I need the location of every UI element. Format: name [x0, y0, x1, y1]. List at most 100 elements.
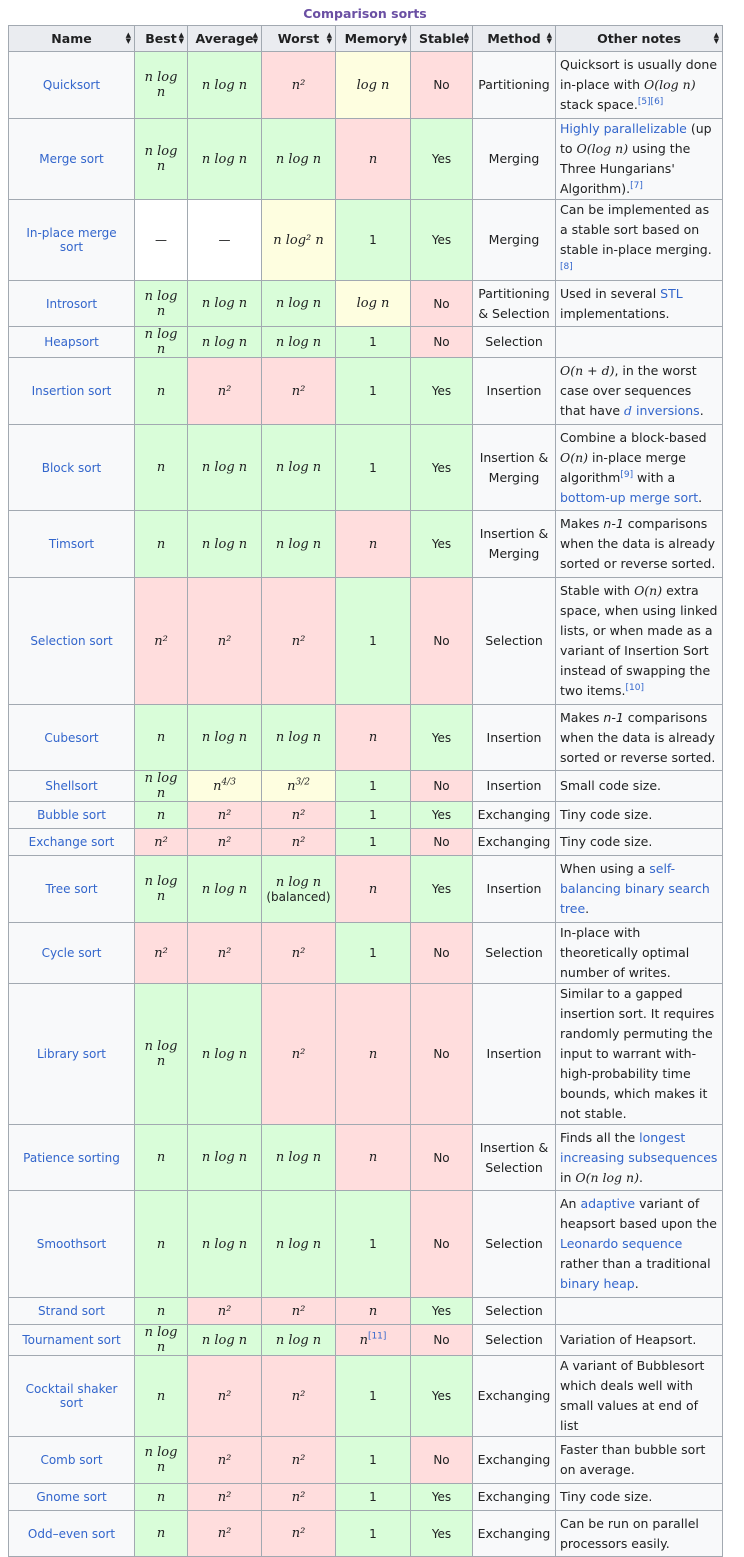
memory-value: 1	[369, 634, 377, 648]
notes-text: Tiny code size.	[560, 834, 653, 849]
average-cell: n log n	[187, 855, 262, 923]
algorithm-link-cocktail-shaker-sort[interactable]: Cocktail shaker sort	[8, 1355, 135, 1437]
algorithm-link-tournament-sort[interactable]: Tournament sort	[8, 1324, 135, 1356]
notes-link[interactable]: Leonardo sequence	[560, 1236, 683, 1251]
algorithm-link-cycle-sort[interactable]: Cycle sort	[8, 922, 135, 984]
column-header-average[interactable]: Average ▲ ▼	[187, 25, 262, 52]
stable-cell: No	[410, 828, 473, 856]
notes-text: rather than a traditional	[560, 1256, 711, 1271]
worst-value: n²	[291, 834, 306, 850]
algorithm-link-quicksort[interactable]: Quicksort	[8, 51, 135, 119]
sort-icon[interactable]: ▲ ▼	[463, 31, 469, 45]
average-value: n²	[217, 945, 232, 961]
column-header-name[interactable]: Name ▲ ▼	[8, 25, 135, 52]
average-value: n log n	[201, 296, 248, 311]
column-header-method[interactable]: Method ▲ ▼	[472, 25, 556, 52]
sort-icon[interactable]: ▲ ▼	[252, 31, 258, 45]
notes-cell: Can be implemented as a stable sort base…	[555, 199, 723, 281]
worst-value: n²	[291, 1489, 306, 1505]
sort-icon[interactable]: ▲ ▼	[178, 31, 184, 45]
algorithm-link-selection-sort[interactable]: Selection sort	[8, 577, 135, 705]
algorithm-link-tree-sort[interactable]: Tree sort	[8, 855, 135, 923]
reference-link[interactable]: [7]	[630, 180, 643, 191]
reference-link[interactable]: [9]	[620, 469, 634, 480]
reference-link[interactable]: [5][6]	[637, 96, 664, 107]
algorithm-link-smoothsort[interactable]: Smoothsort	[8, 1190, 135, 1298]
best-value: n²	[154, 633, 168, 649]
column-header-stable[interactable]: Stable ▲ ▼	[410, 25, 473, 52]
memory-value: n	[368, 1150, 378, 1165]
notes-cell: Tiny code size.	[555, 1483, 723, 1511]
notes-link[interactable]: binary heap	[560, 1276, 635, 1291]
worst-value: n log n	[275, 1236, 322, 1252]
notes-link[interactable]: self-balancing binary search tree	[560, 861, 710, 916]
average-cell: n²	[187, 1297, 262, 1325]
algorithm-link-block-sort[interactable]: Block sort	[8, 424, 135, 511]
notes-text: comparisons when the data is already sor…	[560, 516, 716, 571]
worst-cell: n²	[261, 51, 336, 119]
average-cell: n²	[187, 1483, 262, 1511]
algorithm-link-comb-sort[interactable]: Comb sort	[8, 1436, 135, 1484]
column-header-other-notes[interactable]: Other notes ▲ ▼	[555, 25, 723, 52]
table-row: Gnome sort n n² n² 1 Yes Exchanging Tiny code s…	[8, 1483, 723, 1511]
algorithm-link-merge-sort[interactable]: Merge sort	[8, 118, 135, 200]
worst-cell: n²	[261, 1483, 336, 1511]
notes-text: .	[699, 403, 704, 418]
reference-link[interactable]: [8]	[560, 261, 573, 272]
sort-icon[interactable]: ▲ ▼	[546, 31, 552, 45]
best-cell: n	[134, 1483, 188, 1511]
worst-value: n3/2	[287, 777, 310, 794]
column-header-memory[interactable]: Memory ▲ ▼	[335, 25, 411, 52]
notes-link[interactable]: inversions	[632, 403, 700, 418]
reference-link[interactable]: [10]	[625, 682, 644, 693]
notes-link[interactable]: adaptive	[580, 1196, 636, 1211]
column-header-best[interactable]: Best ▲ ▼	[134, 25, 188, 52]
algorithm-link-in-place-merge-sort[interactable]: In-place merge sort	[8, 199, 135, 281]
sort-icon[interactable]: ▲ ▼	[713, 31, 719, 45]
notes-text: Similar to a gapped insertion sort. It r…	[560, 986, 715, 1121]
notes-text: Makes	[560, 709, 604, 725]
average-value: n log n	[201, 536, 248, 552]
algorithm-link-exchange-sort[interactable]: Exchange sort	[8, 828, 135, 856]
algorithm-link-cubesort[interactable]: Cubesort	[8, 704, 135, 771]
worst-value: n log n	[275, 1332, 322, 1348]
notes-link[interactable]: bottom-up merge sort	[560, 489, 699, 505]
notes-link[interactable]: STL	[660, 285, 683, 301]
algorithm-link-gnome-sort[interactable]: Gnome sort	[8, 1483, 135, 1511]
stable-cell: Yes	[410, 1483, 473, 1511]
algorithm-link-heapsort[interactable]: Heapsort	[8, 326, 135, 358]
algorithm-link-insertion-sort[interactable]: Insertion sort	[8, 357, 135, 425]
notes-cell	[555, 1297, 723, 1325]
best-cell: n	[134, 1190, 188, 1298]
sort-icon[interactable]: ▲ ▼	[401, 31, 407, 45]
notes-link[interactable]: Highly parallelizable	[560, 121, 687, 136]
reference-link[interactable]: [11]	[367, 1331, 387, 1342]
algorithm-link-introsort[interactable]: Introsort	[8, 280, 135, 327]
algorithm-link-strand-sort[interactable]: Strand sort	[8, 1297, 135, 1325]
notes-cell: Tiny code size.	[555, 828, 723, 856]
notes-cell: A variant of Bubblesort which deals well…	[555, 1355, 723, 1437]
algorithm-link-bubble-sort[interactable]: Bubble sort	[8, 801, 135, 829]
algorithm-link-odd-even-sort[interactable]: Odd–even sort	[8, 1510, 135, 1557]
average-value: n log n	[201, 1332, 248, 1348]
sort-icon[interactable]: ▲ ▼	[125, 31, 131, 45]
method-cell: Merging	[472, 118, 556, 200]
sort-icon[interactable]: ▲ ▼	[326, 31, 332, 45]
notes-link[interactable]: d	[624, 403, 633, 418]
method-cell: Insertion	[472, 357, 556, 425]
algorithm-link-shellsort[interactable]: Shellsort	[8, 770, 135, 802]
column-header-worst[interactable]: Worst ▲ ▼	[261, 25, 336, 52]
average-cell: n²	[187, 922, 262, 984]
worst-value: n log n	[275, 151, 322, 167]
worst-cell: n²	[261, 357, 336, 425]
worst-value: n log n	[275, 334, 322, 350]
notes-link[interactable]: longest increasing subsequences	[560, 1129, 718, 1165]
table-row: Shellsort n log n n4/3 n3/2 1 No Insertion Smal…	[8, 770, 723, 802]
algorithm-link-timsort[interactable]: Timsort	[8, 510, 135, 578]
algorithm-link-library-sort[interactable]: Library sort	[8, 983, 135, 1125]
table-row: Timsort n n log n n log n n Yes Insertion & Me…	[8, 510, 723, 578]
algorithm-link-patience-sorting[interactable]: Patience sorting	[8, 1124, 135, 1191]
notes-text: , in the worst case over sequences that …	[560, 363, 697, 418]
best-cell: n log n	[134, 280, 188, 327]
